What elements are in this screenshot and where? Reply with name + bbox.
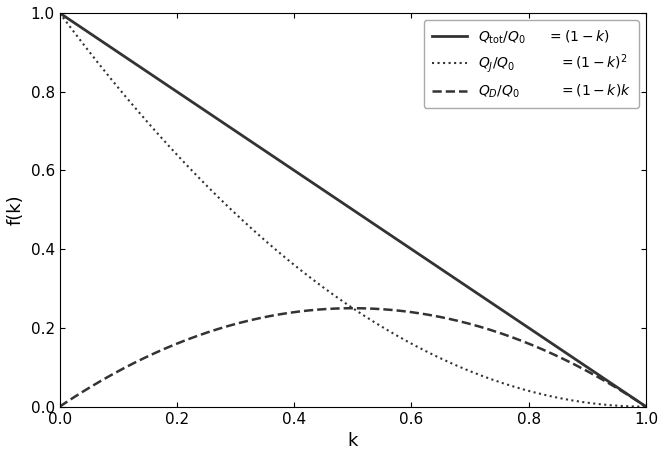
Legend: $Q_{\rm tot}/Q_0$     $= (1-k)$, $Q_J/Q_0$          $= (1-k)^2$, $Q_D/Q_0$      : $Q_{\rm tot}/Q_0$ $= (1-k)$, $Q_J/Q_0$ $… (424, 20, 639, 108)
Y-axis label: f(k): f(k) (7, 195, 25, 225)
X-axis label: k: k (348, 432, 358, 450)
